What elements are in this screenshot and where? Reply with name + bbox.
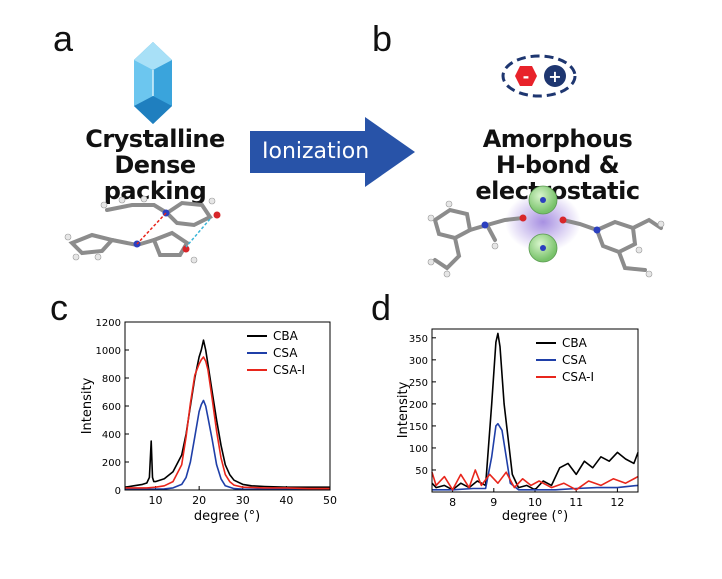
chart-c-series-csa [125,399,330,491]
panel-b-line1: Amorphous [482,125,633,153]
chart-c-xtick-label: 50 [323,494,337,507]
cation-icon [544,65,566,87]
amorphous-model [427,185,665,278]
panel-a-line1: Crystalline [85,125,225,153]
chart-c-xtick-label: 20 [192,494,206,507]
chart-d-ytick-label: 300 [409,356,428,367]
chart-c-frame [124,321,331,491]
chart-d-ytick-label: 350 [409,334,428,345]
chart-c-xtick-label: 30 [236,494,250,507]
chart-c-ytick-label: 0 [115,486,121,497]
chart-d-legend-label: CBA [562,336,588,350]
chart-c-series-csa-i [125,356,330,490]
chart-c-ytick-label: 600 [102,402,121,413]
chart-c-ytick-label: 1200 [96,318,121,329]
panel-label-c: c [50,287,68,328]
chart-d-ylabel: Intensity [396,381,411,438]
chart-c-legend-label: CBA [273,329,299,343]
chart-c-xtick-label: 10 [149,494,163,507]
panel-label-b: b [372,18,393,59]
chart-c-ytick-label: 400 [102,430,121,441]
chart-d-ytick-label: 100 [409,444,428,455]
chart-d-xtick-label: 9 [490,496,497,509]
chart-c-xtick-label: 40 [279,494,293,507]
chart-d-series-csa-i [431,469,639,491]
chart-d-xtick-label: 12 [610,496,624,509]
ionization-arrow [250,117,415,187]
chart-d-frame [431,328,639,493]
chart-d-legend-label: CSA [562,353,587,367]
crystal-icon [134,42,172,124]
chart-c-legend-label: CSA-I [273,363,305,377]
chart-d-xtick-label: 10 [528,496,542,509]
arrow-label: Ionization [262,139,370,164]
chart-d-series-csa [432,422,639,491]
chart-c-ytick-label: 1000 [96,346,121,357]
chart-d-ytick-label: 50 [415,466,428,477]
chart-d-legend-label: CSA-I [562,370,594,384]
panel-label-a: a [53,18,74,59]
chart-d-xlabel: degree (°) [502,509,568,524]
chart-d: 8 9 10 11 12 50 100 150 200 250 300 350 CBA CSA CSA-I… [396,328,639,524]
ion-pair-icon: - + [501,54,577,98]
chart-c-ylabel: Intensity [80,377,95,434]
chart-d-xtick-label: 11 [569,496,583,509]
chart-c-legend-label: CSA [273,346,298,360]
chart-c-series-cba [124,339,330,488]
chart-d-series-cba [431,332,639,491]
chart-d-ytick-label: 150 [409,422,428,433]
cation-symbol: + [548,67,561,86]
chart-c: 10 20 30 40 50 0 200 400 600 800 1000 1200 CBA CSA CS… [80,318,337,524]
chart-c-ytick-label: 800 [102,374,121,385]
panel-label-d: d [371,287,392,328]
crystal-packing-model [64,195,221,264]
anion-icon [515,66,537,86]
chart-c-xlabel: degree (°) [194,509,260,524]
chart-d-ytick-label: 250 [409,378,428,389]
chart-d-ytick-label: 200 [409,400,428,411]
anion-symbol: - [523,67,530,86]
chart-c-ytick-label: 200 [102,458,121,469]
chart-d-xtick-label: 8 [449,496,456,509]
